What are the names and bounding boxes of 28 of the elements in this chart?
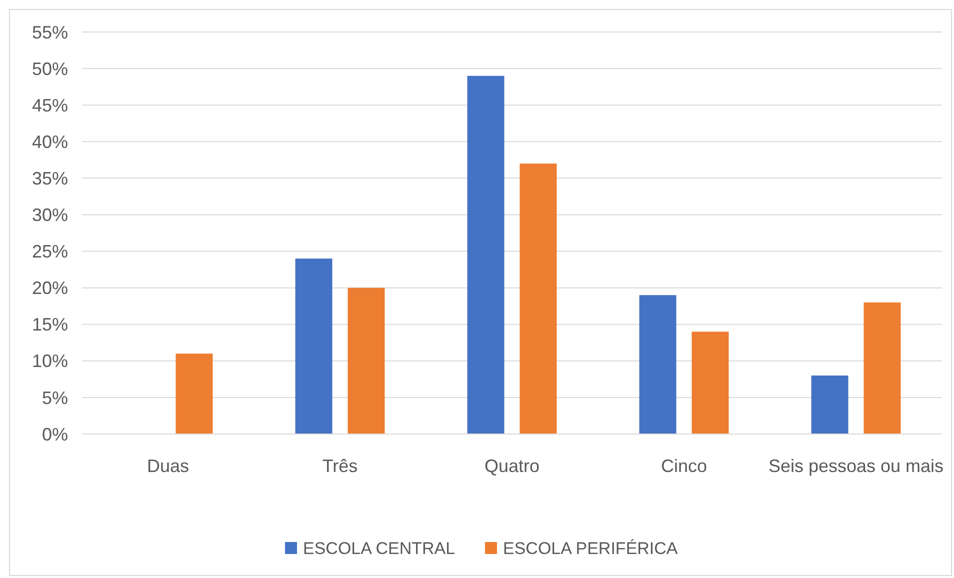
bar [348, 288, 385, 434]
y-tick-label: 55% [32, 22, 68, 42]
y-tick-label: 30% [32, 205, 68, 226]
bar [811, 376, 848, 434]
y-tick-label: 35% [32, 168, 68, 188]
y-tick-label: 40% [32, 132, 68, 152]
bar [520, 164, 557, 434]
legend-label: ESCOLA CENTRAL [303, 538, 456, 558]
y-tick-label: 5% [42, 388, 68, 408]
y-tick-label: 15% [32, 314, 68, 335]
bar [692, 332, 729, 434]
y-tick-label: 20% [32, 278, 68, 298]
x-tick-label: Duas [146, 456, 190, 476]
legend-label: ESCOLA PERIFÉRICA [503, 538, 678, 558]
y-tick-label: 50% [32, 58, 68, 79]
bar [639, 295, 676, 434]
bar [467, 76, 504, 434]
x-tick-label: Seis pessoas ou mais [768, 456, 944, 476]
x-tick-label: Cinco [660, 456, 708, 476]
y-tick-label: 10% [32, 351, 68, 372]
bar [176, 354, 213, 434]
y-tick-label: 25% [32, 242, 68, 262]
y-tick-label: 45% [32, 95, 68, 116]
bar [295, 258, 332, 434]
x-tick-label: Três [322, 456, 358, 476]
bar [864, 302, 901, 434]
y-tick-label: 0% [42, 424, 68, 444]
x-tick-label: Quatro [484, 456, 540, 476]
